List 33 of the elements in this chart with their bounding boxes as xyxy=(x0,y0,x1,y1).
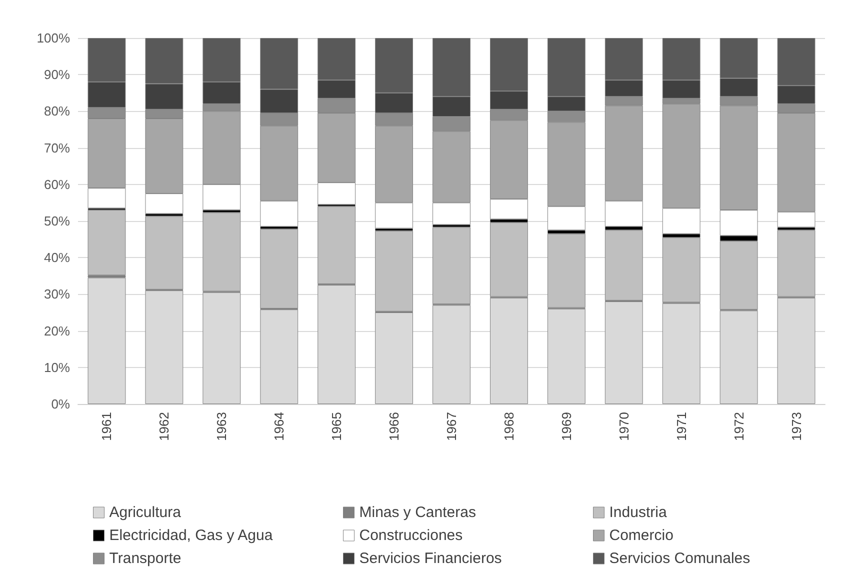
y-tick-label: 30% xyxy=(44,286,70,302)
x-tick-label: 1962 xyxy=(156,412,172,441)
legend-label: Agricultura xyxy=(109,504,182,521)
y-tick-label: 40% xyxy=(44,250,70,266)
x-tick-label: 1967 xyxy=(444,412,459,441)
x-tick-label: 1966 xyxy=(386,412,402,441)
y-tick-label: 80% xyxy=(44,104,70,119)
x-tick-label: 1972 xyxy=(731,412,746,441)
y-tick-label: 0% xyxy=(51,396,70,412)
x-tick-label: 1961 xyxy=(99,412,114,441)
legend-label: Construcciones xyxy=(359,527,463,544)
legend-label: Transporte xyxy=(109,550,182,567)
legend-label: Servicios Comunales xyxy=(609,550,750,567)
y-tick-label: 10% xyxy=(44,360,70,375)
x-tick-label: 1965 xyxy=(329,412,344,441)
x-tick-label: 1969 xyxy=(558,412,574,441)
y-tick-label: 100% xyxy=(36,30,70,46)
y-tick-label: 50% xyxy=(44,214,70,228)
legend-label: Minas y Canteras xyxy=(359,504,476,521)
x-tick-label: 1973 xyxy=(788,412,804,441)
x-tick-label: 1963 xyxy=(214,412,230,441)
legend-label: Electricidad, Gas y Agua xyxy=(109,527,274,544)
y-tick-label: 20% xyxy=(44,323,70,338)
y-tick-label: 60% xyxy=(44,176,70,192)
legend-label: Industria xyxy=(609,504,668,521)
x-tick-label: 1970 xyxy=(616,412,632,441)
x-tick-label: 1964 xyxy=(272,412,287,441)
legend-label: Comercio xyxy=(609,527,674,544)
x-tick-label: 1968 xyxy=(501,412,516,441)
legend-label: Servicios Financieros xyxy=(359,550,502,567)
y-tick-label: 90% xyxy=(44,67,70,82)
y-tick-label: 70% xyxy=(44,140,70,156)
x-tick-label: 1971 xyxy=(674,412,689,441)
